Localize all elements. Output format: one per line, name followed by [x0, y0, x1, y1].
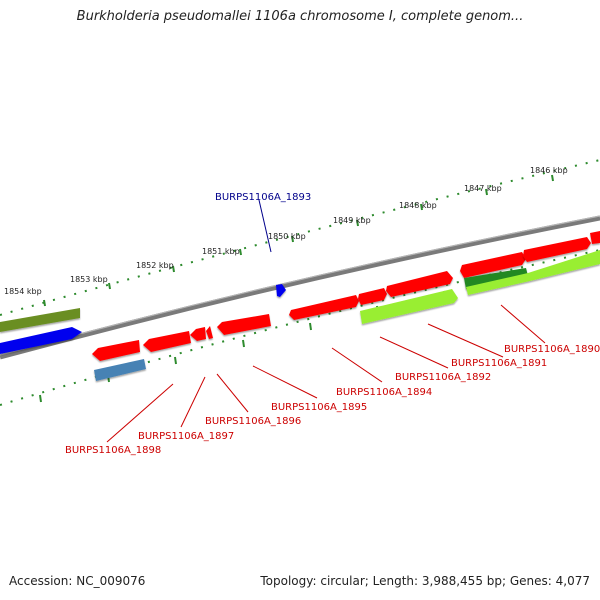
kbp-label-1846: 1846 kbp — [530, 166, 568, 175]
gene-label-1896: BURPS1106A_1896 — [205, 416, 301, 427]
kbp-label-1853: 1853 kbp — [70, 275, 108, 284]
kbp-label-1852: 1852 kbp — [136, 261, 174, 270]
gene-red-a — [523, 237, 591, 262]
gene-darkgreen-1890 — [464, 268, 528, 289]
gene-lightgreen-1890 — [466, 250, 600, 295]
outer-major-ticks — [43, 174, 554, 307]
gene-lightgreen-1892 — [360, 289, 458, 324]
leader-lines — [106, 199, 546, 443]
gene-label-1894: BURPS1106A_1894 — [336, 387, 432, 398]
kbp-label-1854: 1854 kbp — [4, 287, 42, 296]
gene-red-c — [386, 271, 453, 297]
gene-label-1891: BURPS1106A_1891 — [451, 358, 547, 369]
gene-olive — [0, 308, 80, 332]
kbp-label-1848: 1848 kbp — [399, 201, 437, 210]
gene-red-d — [358, 288, 387, 305]
map-title: Burkholderia pseudomallei 1106a chromoso… — [76, 9, 524, 24]
gene-red-edge — [590, 231, 600, 244]
summary-text: Topology: circular; Length: 3,988,455 bp… — [260, 574, 590, 588]
gene-steelblue — [94, 359, 146, 381]
backbone — [0, 215, 600, 360]
gene-label-1895: BURPS1106A_1895 — [271, 402, 367, 413]
gene-red-1896 — [190, 327, 206, 341]
gene-blue-large — [0, 327, 82, 354]
gene-red-1894 — [217, 314, 271, 335]
accession-text: Accession: NC_009076 — [9, 574, 146, 588]
gene-label-1893: BURPS1106A_1893 — [215, 192, 311, 203]
gene-red-e — [289, 295, 359, 320]
gene-label-1897: BURPS1106A_1897 — [138, 431, 234, 442]
gene-label-1892: BURPS1106A_1892 — [395, 372, 491, 383]
gene-red-1898 — [92, 340, 140, 361]
kbp-label-1850: 1850 kbp — [268, 232, 306, 241]
kbp-label-1851: 1851 kbp — [202, 247, 240, 256]
kbp-label-1847: 1847 kbp — [464, 184, 502, 193]
gene-blue-1893 — [276, 284, 286, 297]
kbp-label-1849: 1849 kbp — [333, 216, 371, 225]
gene-red-1895 — [206, 326, 213, 339]
gene-label-1898: BURPS1106A_1898 — [65, 445, 161, 456]
gene-red-1897 — [143, 331, 191, 352]
gene-label-1890: BURPS1106A_1890 — [504, 344, 600, 355]
genome-map: 1854 kbp 1853 kbp 1852 kbp 1851 kbp 1850… — [0, 159, 600, 456]
gene-red-b — [460, 252, 526, 278]
